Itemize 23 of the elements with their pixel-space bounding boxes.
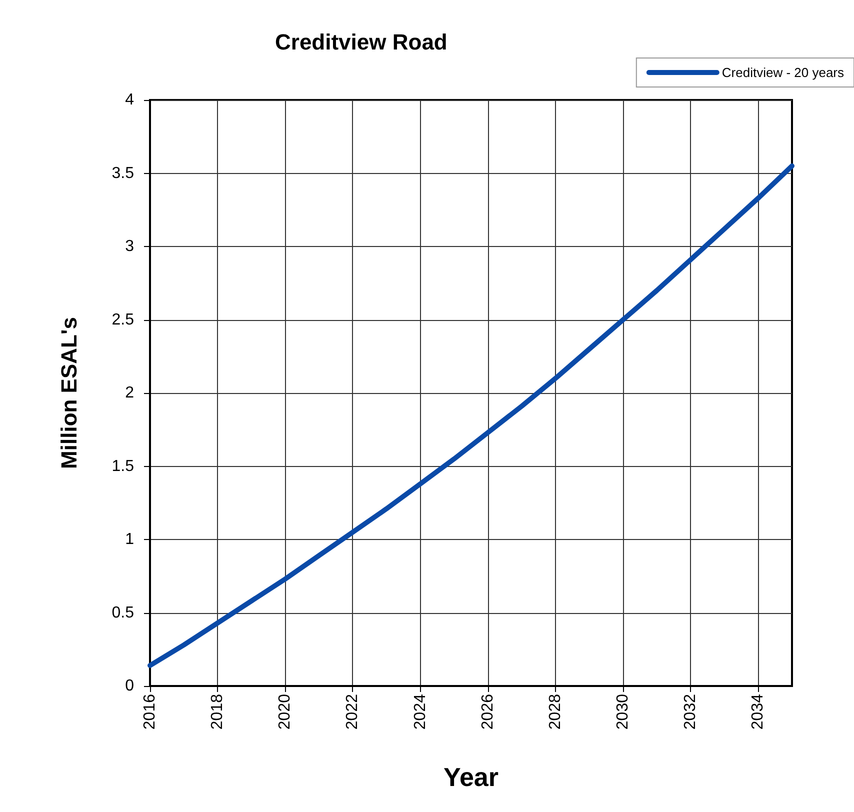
y-tick-label: 3 xyxy=(125,238,134,255)
y-tick-label: 2 xyxy=(125,384,134,402)
x-tick-label: 2016 xyxy=(142,694,158,730)
y-axis-title: Million ESAL's xyxy=(56,317,82,469)
x-axis-title: Year xyxy=(444,762,498,792)
x-tick-label: 2032 xyxy=(682,694,700,730)
chart-title: Creditview Road xyxy=(275,30,448,54)
y-tick-label: 0.5 xyxy=(112,604,134,622)
x-tick-label: 2020 xyxy=(276,694,294,730)
y-tick-label: 4 xyxy=(125,92,134,108)
x-tick-label: 2022 xyxy=(344,694,362,730)
x-tick-label: 2026 xyxy=(479,694,496,730)
x-tick-label: 2018 xyxy=(209,694,226,730)
y-tick-label: 1 xyxy=(125,531,134,548)
y-tick-label: 0 xyxy=(125,678,134,694)
x-tick-label: 2030 xyxy=(614,694,632,730)
x-tick-label: 2028 xyxy=(546,694,564,730)
y-tick-label: 3.5 xyxy=(112,164,134,182)
y-tick-label: 2.5 xyxy=(112,311,134,328)
text: Creditview - 20 years xyxy=(722,65,844,80)
x-tick-label: 2024 xyxy=(412,694,429,730)
y-tick-label: 1.5 xyxy=(112,458,134,475)
x-tick-label: 2034 xyxy=(750,694,767,730)
